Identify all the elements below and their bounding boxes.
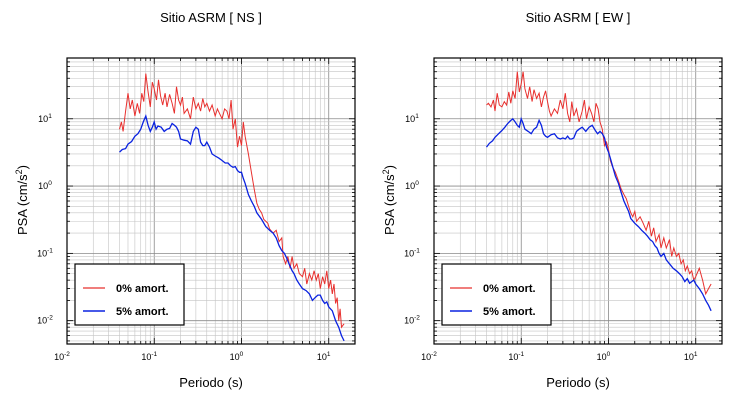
- y-tick-label: 100: [405, 180, 419, 191]
- y-tick-label: 101: [38, 113, 52, 124]
- axis-ticks: [66, 57, 356, 344]
- series-line-0pct: [119, 73, 345, 329]
- y-tick-label: 101: [405, 113, 419, 124]
- x-tick-label: 100: [597, 351, 611, 362]
- series-layer: [119, 73, 345, 342]
- x-tick-label: 100: [230, 351, 244, 362]
- chart-title: Sitio ASRM [ NS ]: [160, 10, 262, 25]
- legend: 0% amort. 5% amort.: [74, 263, 185, 326]
- x-tick-label: 101: [317, 351, 331, 362]
- series-line-5pct: [119, 113, 345, 342]
- grid: [433, 57, 723, 344]
- chart-panel-ew: Sitio ASRM [ EW ] 10-2 10-1 100 101 10-2 10-1…: [381, 10, 723, 390]
- x-tick-label: 10-1: [141, 351, 157, 362]
- x-axis-label: Periodo (s): [546, 375, 610, 390]
- tick-labels: 10-2 10-1 100 101 10-2 10-1 100 101: [37, 113, 331, 362]
- x-axis-label: Periodo (s): [179, 375, 243, 390]
- axis-ticks: [433, 57, 723, 344]
- grid: [66, 57, 356, 344]
- chart-panel-ns: Sitio ASRM [ NS ] 10-2 10-1 100 101 10-2 10-1…: [14, 10, 356, 390]
- x-tick-label: 10-2: [421, 351, 437, 362]
- legend-box: [441, 263, 552, 326]
- x-tick-label: 10-1: [508, 351, 524, 362]
- y-tick-label: 100: [38, 180, 52, 191]
- legend-label-5pct: 5% amort.: [483, 306, 536, 318]
- legend-label-0pct: 0% amort.: [116, 283, 169, 295]
- tick-labels: 10-2 10-1 100 101 10-2 10-1 100 101: [404, 113, 698, 362]
- y-tick-label: 10-1: [37, 247, 53, 258]
- legend: 0% amort. 5% amort.: [441, 263, 552, 326]
- series-layer: [485, 71, 712, 312]
- chart-title: Sitio ASRM [ EW ]: [526, 10, 631, 25]
- y-tick-label: 10-1: [404, 247, 420, 258]
- y-tick-label: 10-2: [37, 315, 53, 326]
- y-axis-label: PSA (cm/s2): [381, 165, 397, 235]
- x-tick-label: 10-2: [54, 351, 70, 362]
- y-axis-label: PSA (cm/s2): [14, 165, 30, 235]
- series-line-0pct: [486, 71, 712, 296]
- series-line-5pct: [485, 116, 712, 312]
- legend-label-0pct: 0% amort.: [483, 283, 536, 295]
- legend-box: [74, 263, 185, 326]
- y-tick-label: 10-2: [404, 315, 420, 326]
- x-tick-label: 101: [684, 351, 698, 362]
- legend-label-5pct: 5% amort.: [116, 306, 169, 318]
